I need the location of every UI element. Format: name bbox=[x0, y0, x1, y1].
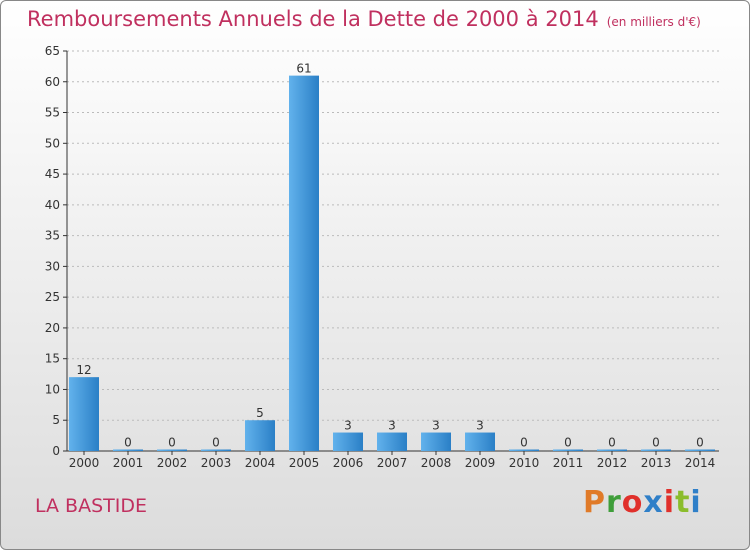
x-tick-label: 2012 bbox=[597, 456, 628, 470]
x-tick-label: 2013 bbox=[641, 456, 672, 470]
value-label: 3 bbox=[344, 419, 352, 433]
value-label: 3 bbox=[476, 419, 484, 433]
x-tick-label: 2004 bbox=[245, 456, 276, 470]
value-label: 3 bbox=[432, 419, 440, 433]
logo-letter: P bbox=[583, 485, 606, 520]
value-label: 0 bbox=[608, 436, 616, 450]
title-text: Remboursements Annuels de la Dette de 20… bbox=[27, 7, 599, 31]
value-label: 0 bbox=[124, 436, 132, 450]
bars bbox=[69, 75, 715, 451]
bar-2009 bbox=[465, 432, 495, 451]
bar-2006 bbox=[333, 432, 363, 451]
value-label: 0 bbox=[168, 436, 176, 450]
x-tick-label: 2008 bbox=[421, 456, 452, 470]
bar-2007 bbox=[377, 432, 407, 451]
bar-2013 bbox=[641, 449, 671, 451]
bar-2012 bbox=[597, 449, 627, 451]
x-tick-label: 2000 bbox=[69, 456, 100, 470]
x-tick-label: 2005 bbox=[289, 456, 320, 470]
chart-title: Remboursements Annuels de la Dette de 20… bbox=[27, 7, 701, 31]
x-tick-label: 2002 bbox=[157, 456, 188, 470]
labels: 0510152025303540455055606512200002001020… bbox=[45, 44, 716, 470]
proxiti-logo[interactable]: Proxiti bbox=[583, 485, 702, 520]
y-tick-label: 55 bbox=[45, 106, 60, 120]
bar-2005 bbox=[289, 75, 319, 451]
bar-2003 bbox=[201, 449, 231, 451]
bar-2010 bbox=[509, 449, 539, 451]
y-tick-label: 20 bbox=[45, 321, 60, 335]
x-tick-label: 2014 bbox=[685, 456, 716, 470]
value-label: 12 bbox=[76, 363, 91, 377]
value-label: 0 bbox=[520, 436, 528, 450]
value-label: 0 bbox=[652, 436, 660, 450]
value-label: 61 bbox=[296, 62, 311, 76]
x-tick-label: 2001 bbox=[113, 456, 144, 470]
x-tick-label: 2007 bbox=[377, 456, 408, 470]
bar-2002 bbox=[157, 449, 187, 451]
y-tick-label: 45 bbox=[45, 167, 60, 181]
y-tick-label: 65 bbox=[45, 44, 60, 58]
commune-name: LA BASTIDE bbox=[35, 495, 147, 517]
logo-letter: r bbox=[606, 485, 622, 520]
bar-2004 bbox=[245, 420, 275, 451]
logo-letter: i bbox=[663, 485, 676, 520]
x-tick-label: 2009 bbox=[465, 456, 496, 470]
y-tick-label: 5 bbox=[52, 413, 60, 427]
grid-lines bbox=[67, 50, 719, 421]
y-tick-label: 30 bbox=[45, 259, 60, 273]
y-tick-label: 0 bbox=[52, 444, 60, 458]
y-tick-label: 15 bbox=[45, 352, 60, 366]
logo-letter: x bbox=[643, 485, 664, 520]
y-tick-label: 50 bbox=[45, 136, 60, 150]
y-tick-label: 35 bbox=[45, 229, 60, 243]
value-label: 3 bbox=[388, 419, 396, 433]
logo-letter: t bbox=[675, 485, 691, 520]
logo-letter: i bbox=[690, 485, 702, 520]
y-tick-label: 25 bbox=[45, 290, 60, 304]
y-tick-label: 60 bbox=[45, 75, 60, 89]
bar-2011 bbox=[553, 449, 583, 451]
bar-2000 bbox=[69, 377, 99, 451]
value-label: 0 bbox=[696, 436, 704, 450]
x-tick-label: 2006 bbox=[333, 456, 364, 470]
title-unit: (en milliers d'€) bbox=[606, 15, 701, 29]
value-label: 5 bbox=[256, 406, 264, 420]
x-tick-label: 2010 bbox=[509, 456, 540, 470]
value-label: 0 bbox=[212, 436, 220, 450]
bar-2001 bbox=[113, 449, 143, 451]
y-tick-label: 10 bbox=[45, 382, 60, 396]
x-tick-label: 2003 bbox=[201, 456, 232, 470]
axes bbox=[63, 50, 719, 455]
bar-2014 bbox=[685, 449, 715, 451]
logo-letter: o bbox=[621, 485, 644, 520]
bar-2008 bbox=[421, 432, 451, 451]
value-label: 0 bbox=[564, 436, 572, 450]
x-tick-label: 2011 bbox=[553, 456, 584, 470]
y-tick-label: 40 bbox=[45, 198, 60, 212]
